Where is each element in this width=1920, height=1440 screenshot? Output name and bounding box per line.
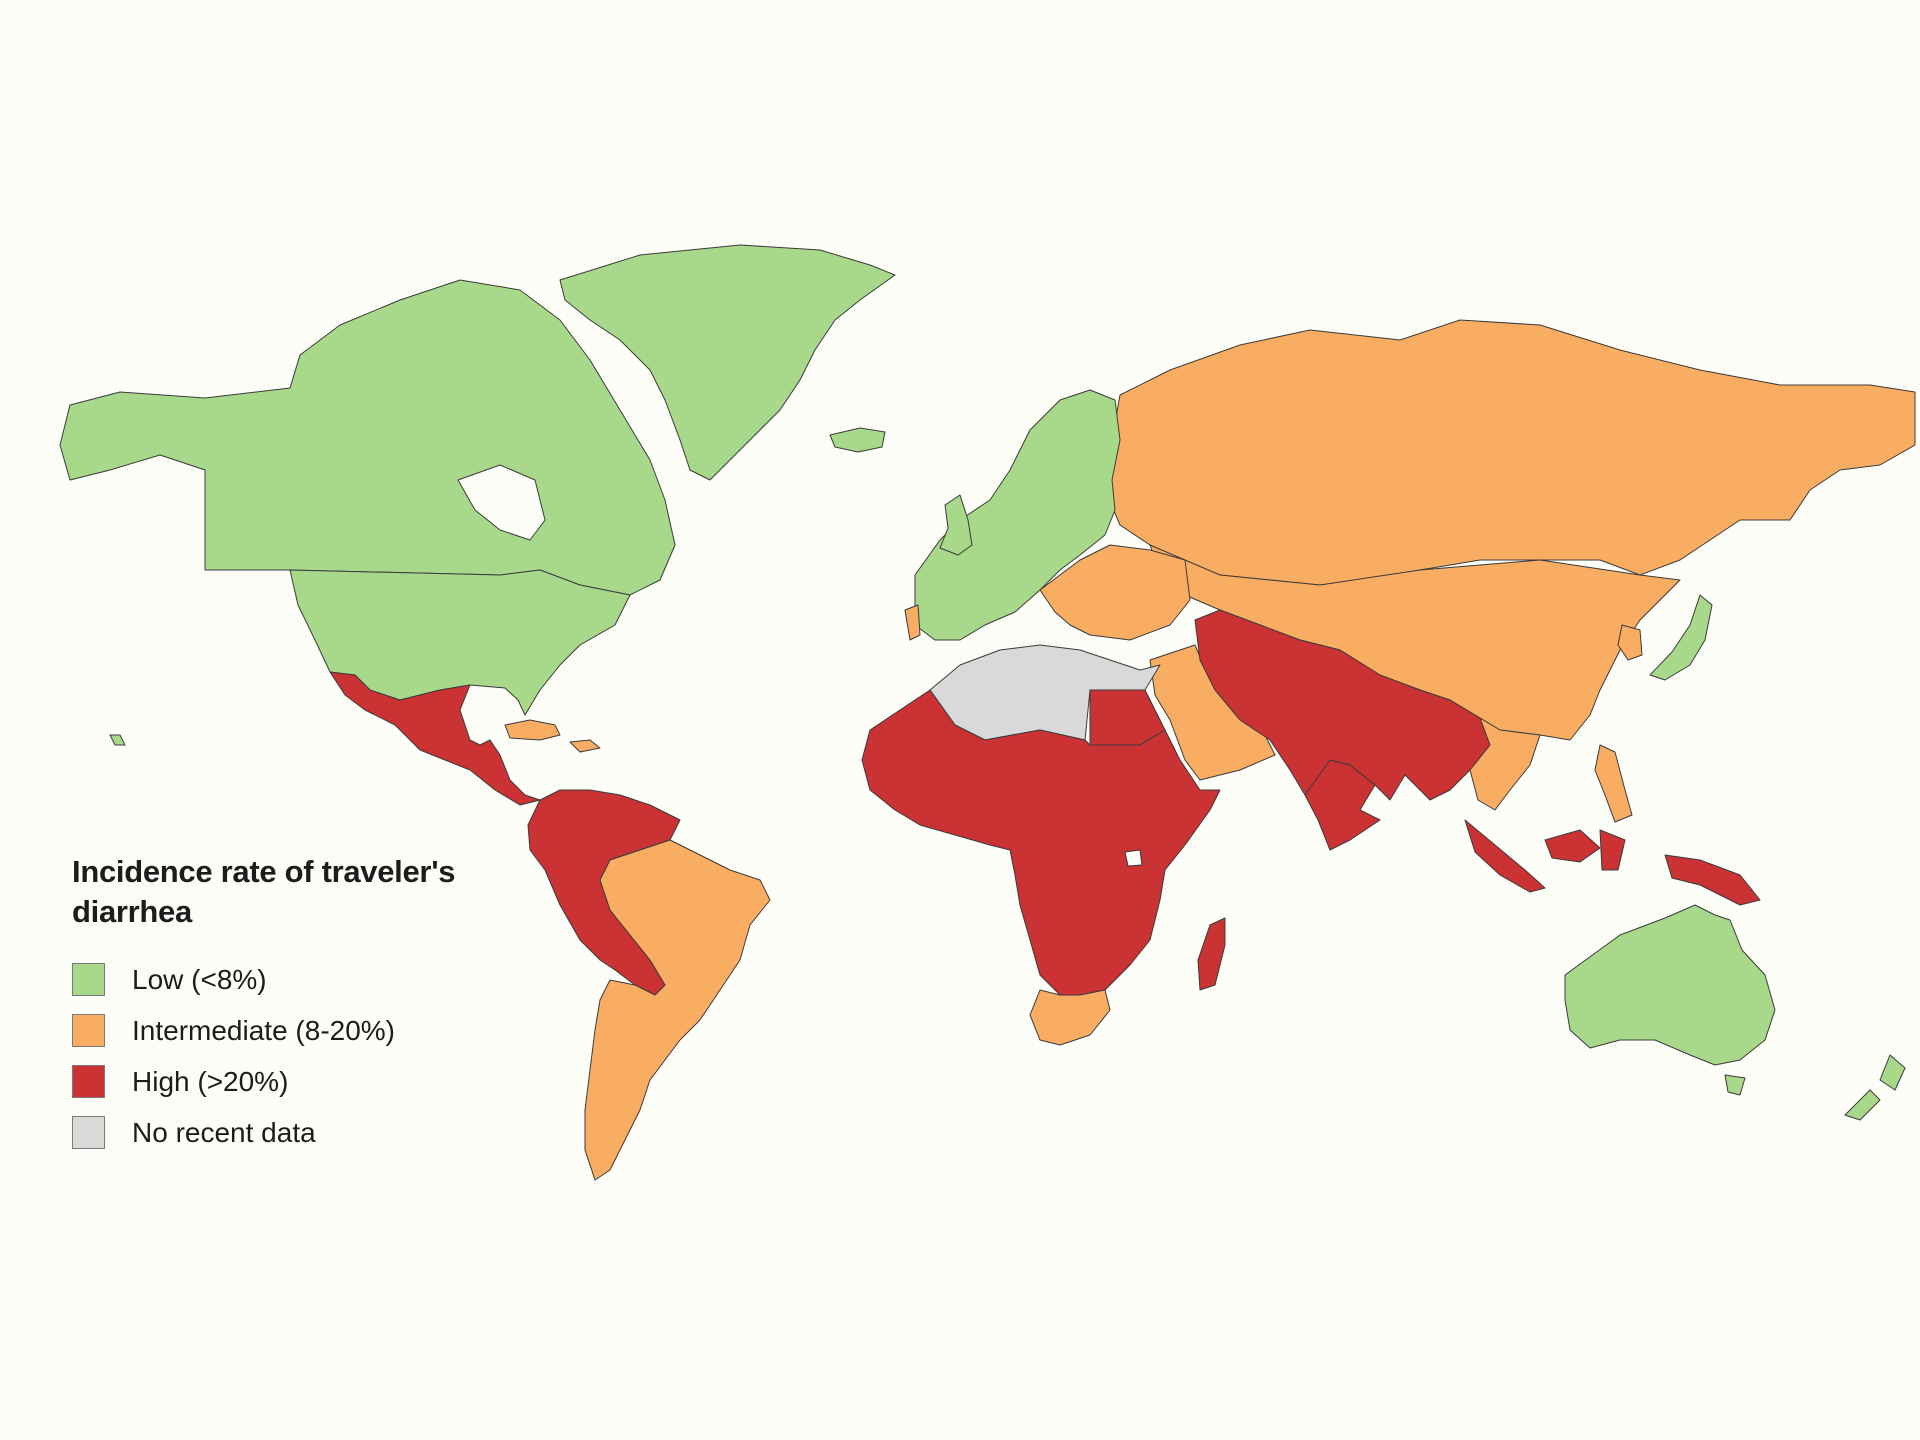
region-brazil-southern-cone	[584, 839, 771, 1181]
region-sub-saharan-africa	[861, 689, 1221, 996]
region-hawaii	[109, 734, 126, 746]
legend-item-intermediate: Intermediate (8-20%)	[72, 1005, 512, 1056]
region-india	[1304, 759, 1381, 851]
water-lake-victoria	[1124, 849, 1143, 867]
legend-label-none: No recent data	[132, 1116, 316, 1148]
legend-swatch-none	[72, 1116, 105, 1149]
region-south-africa	[1029, 989, 1111, 1046]
region-new-zealand	[1844, 1054, 1906, 1121]
legend-item-low: Low (<8%)	[72, 954, 512, 1005]
region-canada-alaska	[59, 279, 676, 596]
region-iceland	[829, 427, 886, 453]
region-southeast-europe	[1039, 544, 1191, 641]
legend-swatch-low	[72, 963, 105, 996]
region-uk	[939, 494, 973, 556]
region-russia	[1104, 319, 1916, 586]
region-caribbean	[504, 719, 601, 753]
legend-item-none: No recent data	[72, 1107, 512, 1158]
region-tasmania	[1724, 1074, 1746, 1096]
map-legend: Incidence rate of traveler's diarrhea Lo…	[72, 852, 512, 1158]
region-europe	[914, 389, 1121, 641]
region-korea	[1617, 624, 1643, 661]
legend-swatch-high	[72, 1065, 105, 1098]
region-south-asia	[1194, 609, 1491, 801]
legend-swatch-intermediate	[72, 1014, 105, 1047]
region-australia	[1564, 904, 1776, 1066]
legend-item-high: High (>20%)	[72, 1056, 512, 1107]
legend-title: Incidence rate of traveler's diarrhea	[72, 854, 456, 929]
region-mexico-central-america	[329, 671, 541, 806]
region-southeast-asia	[1469, 717, 1541, 811]
water-hudson-bay	[457, 464, 546, 541]
region-japan	[1649, 594, 1713, 681]
region-indonesia	[1464, 819, 1761, 906]
legend-label-low: Low (<8%)	[132, 963, 267, 995]
legend-label-intermediate: Intermediate (8-20%)	[132, 1014, 396, 1046]
region-philippines	[1594, 744, 1633, 823]
legend-label-high: High (>20%)	[132, 1065, 289, 1097]
region-greenland	[559, 244, 896, 481]
region-portugal	[904, 604, 921, 641]
region-madagascar	[1197, 917, 1226, 991]
